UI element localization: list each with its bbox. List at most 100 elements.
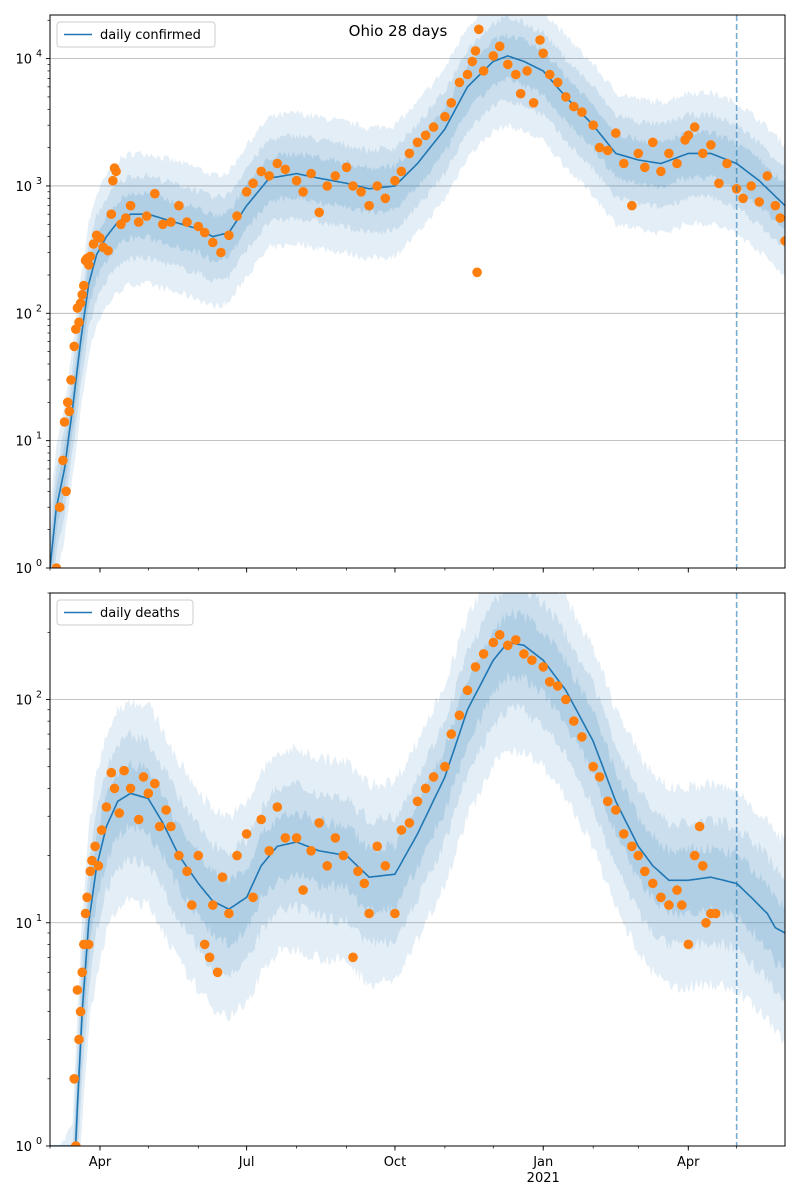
observed-point <box>527 655 537 665</box>
observed-point <box>83 260 94 270</box>
observed-point <box>224 230 234 241</box>
observed-point <box>664 900 674 910</box>
observed-point <box>602 145 613 156</box>
observed-point <box>602 796 613 807</box>
observed-point <box>199 939 210 950</box>
observed-point <box>462 685 473 696</box>
observed-point <box>588 120 598 130</box>
observed-point <box>522 66 532 76</box>
observed-point <box>440 761 450 772</box>
axes-frame <box>49 14 786 569</box>
observed-point <box>396 166 407 177</box>
observed-point <box>69 1074 79 1084</box>
observed-point <box>372 841 383 852</box>
observed-point <box>80 908 91 919</box>
observed-point <box>87 855 97 866</box>
x-tick-label: Jul <box>238 1155 255 1170</box>
observed-point <box>683 130 694 141</box>
observed-point <box>428 122 439 132</box>
observed-point <box>470 46 481 56</box>
observed-point <box>356 187 366 197</box>
observed-point <box>256 814 267 825</box>
observed-point <box>182 866 192 877</box>
observed-point <box>648 878 658 889</box>
observed-point <box>161 805 171 815</box>
observed-point <box>193 221 204 232</box>
y-tick-exponent: 0 <box>36 1136 42 1147</box>
observed-point <box>106 767 117 778</box>
observed-point <box>125 200 136 211</box>
observed-point <box>101 802 112 812</box>
y-tick-label: 10 <box>15 435 32 450</box>
observed-point <box>187 900 197 910</box>
observed-point <box>672 885 682 895</box>
observed-point <box>738 193 748 204</box>
legend: daily confirmed <box>56 21 216 48</box>
observed-point <box>664 148 674 159</box>
observed-point <box>538 662 548 672</box>
observed-point <box>353 866 363 877</box>
observed-point <box>390 175 400 186</box>
observed-point <box>150 778 160 789</box>
observed-point <box>103 245 113 256</box>
observed-point <box>390 908 400 919</box>
plot-area <box>50 593 785 1146</box>
observed-point <box>611 805 621 815</box>
observed-point <box>714 178 724 189</box>
observed-point <box>95 233 105 243</box>
observed-point <box>82 892 92 903</box>
observed-point <box>88 239 99 249</box>
observed-point <box>689 850 700 861</box>
observed-point <box>166 821 176 832</box>
observed-point <box>58 455 68 466</box>
observed-point <box>314 818 325 828</box>
observed-point <box>138 772 149 782</box>
observed-point <box>248 178 258 189</box>
legend-label: daily confirmed <box>100 28 201 43</box>
observed-point <box>150 188 160 199</box>
observed-point <box>306 168 316 179</box>
observed-point <box>503 59 513 70</box>
y-tick-label: 10 <box>15 694 32 709</box>
observed-point <box>182 217 192 227</box>
observed-point <box>212 967 223 978</box>
observed-point <box>96 825 107 835</box>
observed-point <box>640 866 650 877</box>
legend-label: daily deaths <box>100 606 180 621</box>
observed-point <box>106 209 117 219</box>
observed-point <box>462 69 473 80</box>
middle-uncertainty-band <box>50 593 785 1146</box>
axes-frame <box>49 592 786 1147</box>
observed-point <box>494 630 505 640</box>
observed-point <box>75 298 86 309</box>
observed-point <box>264 171 275 181</box>
observed-point <box>77 967 87 978</box>
observed-point <box>619 158 629 169</box>
y-tick-exponent: 2 <box>36 303 42 314</box>
observed-point <box>217 872 228 882</box>
confirmed-chart-panel: 10 0 10 1 10 2 10 3 10 4 daily confirmed Ohio 28 da… <box>15 14 786 577</box>
model-series-line <box>50 641 785 1146</box>
y-tick-exponent: 4 <box>36 49 42 60</box>
observed-point <box>454 710 465 721</box>
observed-point <box>454 77 465 88</box>
observed-point <box>248 892 258 903</box>
y-tick-label: 10 <box>15 917 32 932</box>
x-tick-label: Oct <box>384 1155 406 1170</box>
observed-point <box>569 101 579 112</box>
observed-point <box>780 236 785 246</box>
observed-point <box>412 796 423 807</box>
observed-point <box>372 181 383 191</box>
observed-point <box>66 375 76 385</box>
observed-point <box>488 51 499 61</box>
observed-point <box>280 164 291 175</box>
observed-point <box>108 175 118 186</box>
observed-point <box>90 841 100 852</box>
observed-point <box>672 158 682 169</box>
observed-point <box>577 732 587 742</box>
observed-point <box>121 213 131 223</box>
observed-point <box>577 107 587 117</box>
observed-point <box>111 166 121 177</box>
observed-point <box>698 861 708 871</box>
